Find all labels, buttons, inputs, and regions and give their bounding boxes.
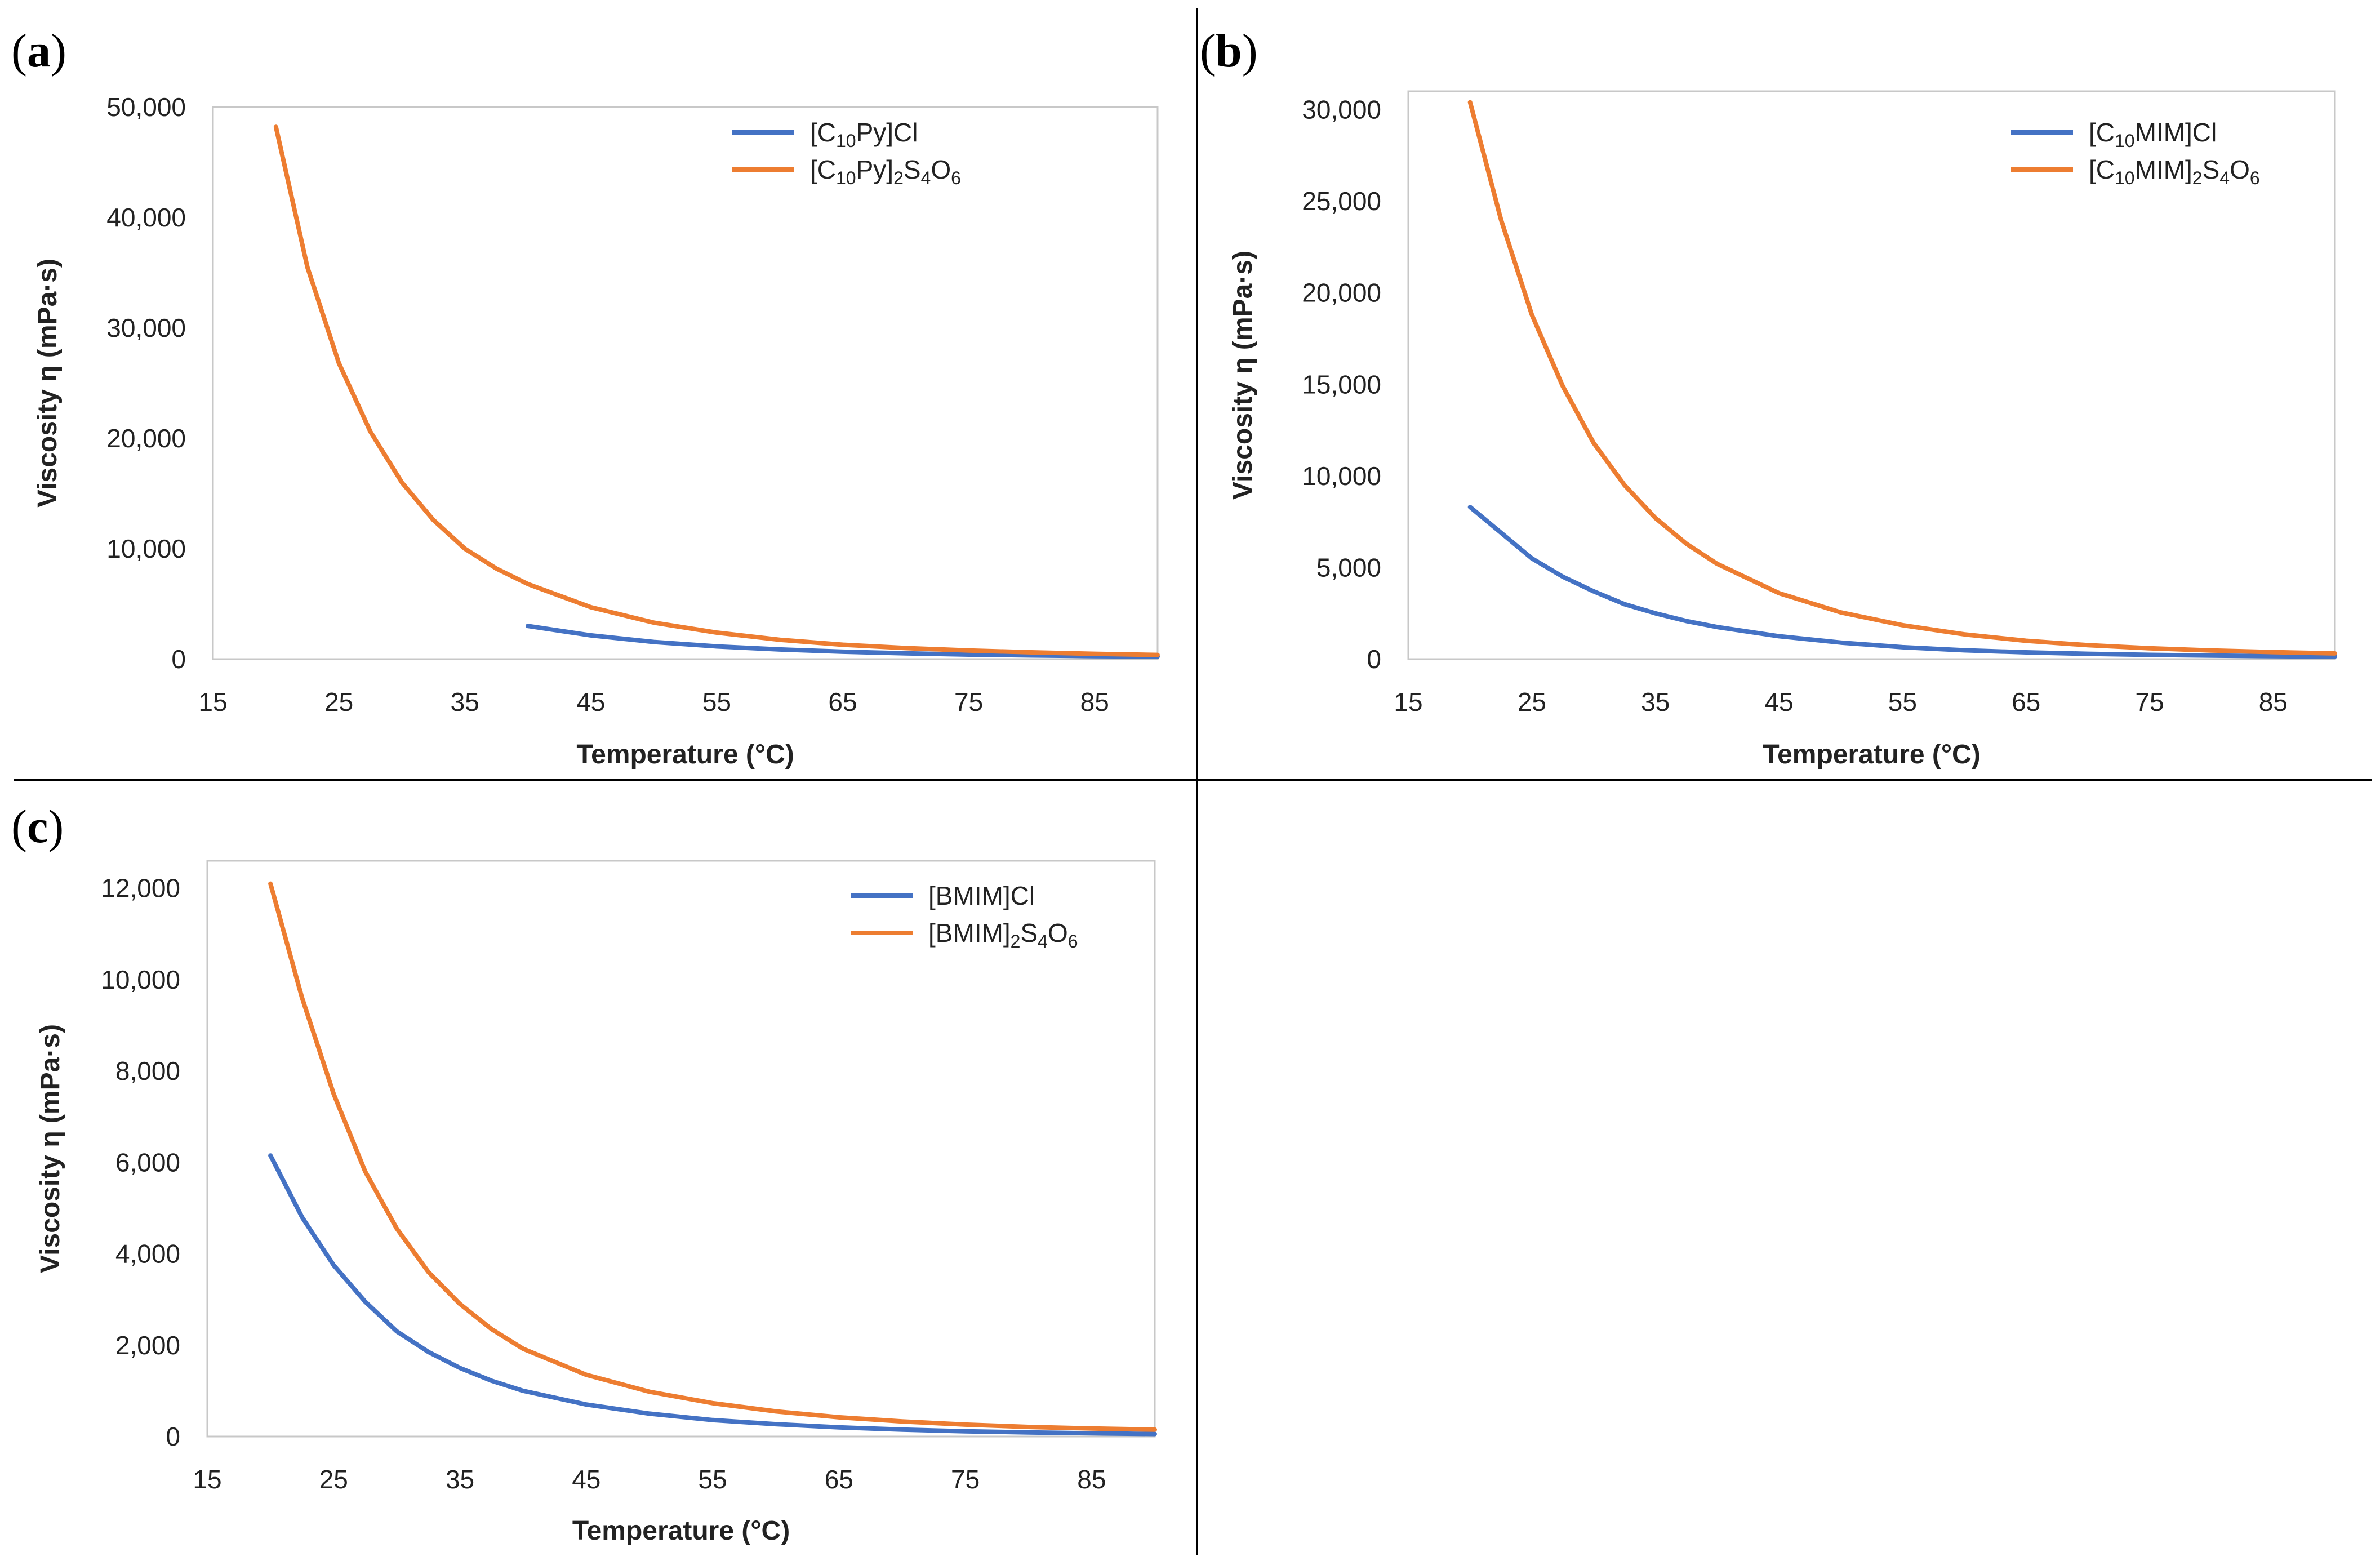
y-tick-label: 4,000 — [115, 1239, 180, 1269]
x-tick-label: 85 — [1080, 687, 1109, 717]
x-tick-label: 35 — [446, 1465, 474, 1494]
plot-area — [1407, 90, 2336, 660]
legend-label-2: [BMIM]2S4O6 — [928, 918, 1078, 951]
x-tick-label: 75 — [951, 1465, 980, 1494]
y-tick-label: 10,000 — [106, 534, 186, 563]
series-line-2 — [1467, 100, 2337, 656]
x-tick-label: 35 — [1641, 687, 1670, 717]
x-tick-label: 55 — [1888, 687, 1917, 717]
y-tick-label: 5,000 — [1316, 553, 1381, 582]
x-tick-label: 45 — [1764, 687, 1793, 717]
y-tick-label: 12,000 — [101, 874, 180, 903]
series-line-2 — [268, 881, 1157, 1432]
y-tick-label: 15,000 — [1302, 370, 1381, 399]
legend-label-1: [C10Py]Cl — [810, 118, 918, 151]
plot-area — [212, 106, 1159, 660]
y-tick-label: 8,000 — [115, 1056, 180, 1086]
series-line-1 — [526, 624, 1160, 659]
x-tick-label: 25 — [324, 687, 353, 717]
x-tick-label: 35 — [451, 687, 479, 717]
chart-c: 0 2,000 4,000 6,000 8,000 10,000 12,000 15 25 35 4… — [35, 860, 1157, 1546]
legend-label-1: [C10MIM]Cl — [2089, 118, 2217, 151]
x-tick-label: 75 — [2135, 687, 2164, 717]
y-tick-label: 10,000 — [101, 965, 180, 994]
y-tick-label: 25,000 — [1302, 186, 1381, 216]
panel-b-label: (b) — [1200, 25, 1258, 77]
x-tick-label: 65 — [2012, 687, 2040, 717]
y-tick-label: 50,000 — [106, 92, 186, 122]
y-tick-label: 40,000 — [106, 203, 186, 232]
legend-label-2: [C10MIM]2S4O6 — [2089, 155, 2260, 188]
panel-c-label: (c) — [11, 800, 64, 853]
x-tick-label: 45 — [576, 687, 605, 717]
legend-label-1: [BMIM]Cl — [928, 881, 1035, 910]
y-tick-label: 30,000 — [1302, 95, 1381, 124]
x-axis-title: Temperature (°C) — [576, 740, 794, 770]
y-tick-label: 2,000 — [115, 1331, 180, 1360]
x-tick-label: 65 — [828, 687, 857, 717]
legend-label-2: [C10Py]2S4O6 — [810, 155, 961, 188]
chart-a: 0 10,000 20,000 30,000 40,000 50,000 15 25 35 45 5… — [33, 92, 1160, 770]
y-axis-title: Viscosity η (mPa·s) — [1228, 251, 1258, 500]
x-tick-label: 25 — [1518, 687, 1546, 717]
y-tick-label: 0 — [166, 1422, 180, 1451]
plot-area — [206, 860, 1156, 1438]
y-tick-label: 20,000 — [106, 424, 186, 453]
series-line-1 — [268, 1153, 1157, 1437]
x-tick-label: 75 — [954, 687, 983, 717]
y-tick-label: 6,000 — [115, 1148, 180, 1177]
x-axis-title: Temperature (°C) — [1763, 740, 1980, 770]
x-axis-title: Temperature (°C) — [572, 1516, 790, 1546]
y-tick-label: 0 — [1367, 644, 1381, 674]
y-axis-title: Viscosity η (mPa·s) — [35, 1024, 65, 1273]
panel-a-label: (a) — [11, 25, 66, 77]
series-line-1 — [1467, 505, 2337, 659]
x-tick-label: 65 — [825, 1465, 853, 1494]
x-tick-label: 25 — [319, 1465, 348, 1494]
x-tick-label: 15 — [193, 1465, 221, 1494]
series-line-2 — [273, 124, 1160, 657]
x-tick-label: 85 — [1077, 1465, 1106, 1494]
x-tick-label: 45 — [572, 1465, 600, 1494]
y-tick-label: 30,000 — [106, 313, 186, 343]
x-tick-label: 15 — [198, 687, 227, 717]
x-tick-label: 85 — [2259, 687, 2288, 717]
y-tick-label: 20,000 — [1302, 278, 1381, 308]
x-tick-label: 15 — [1394, 687, 1422, 717]
x-tick-label: 55 — [702, 687, 731, 717]
y-axis-title: Viscosity η (mPa·s) — [33, 259, 63, 508]
x-tick-label: 55 — [698, 1465, 727, 1494]
chart-b: 0 5,000 10,000 15,000 20,000 25,000 30,000 15 25… — [1228, 90, 2337, 770]
y-tick-label: 10,000 — [1302, 461, 1381, 491]
y-tick-label: 0 — [171, 644, 186, 674]
